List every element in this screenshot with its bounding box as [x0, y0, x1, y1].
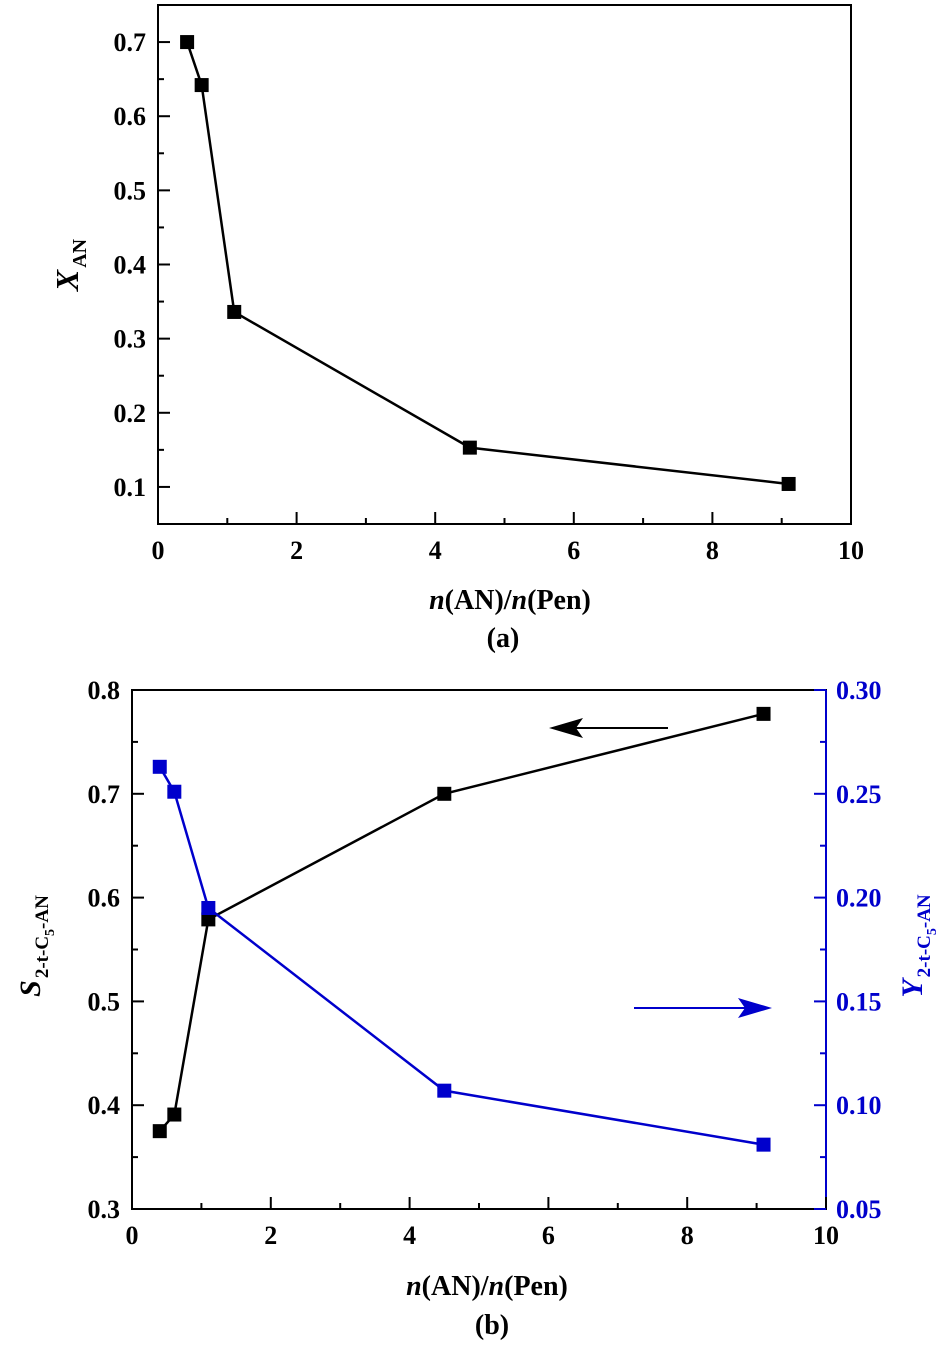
panel-b-selectivity-series-point — [437, 786, 452, 801]
panel-b-selectivity-series-point — [756, 706, 771, 721]
panel-a-y-tick-label: 0.7 — [114, 28, 147, 57]
panel-b-x-tick-label: 10 — [813, 1221, 839, 1250]
panel-a-series-line — [185, 41, 789, 486]
panel-a-x-tick-label: 8 — [706, 536, 719, 565]
panel-b-x-tick-label: 2 — [264, 1221, 277, 1250]
panel-a-series-point — [462, 440, 477, 455]
panel-a-plot-frame — [157, 4, 852, 525]
panel-b-plot-frame — [131, 689, 827, 1210]
panel-a-x-tick-label: 4 — [429, 536, 442, 565]
panel-b-yield-series-point — [167, 784, 182, 799]
panel-a-series-point — [781, 476, 796, 491]
panel-b-left-y-tick-label: 0.7 — [88, 780, 121, 809]
panel-b-selectivity-series-point — [201, 912, 216, 927]
panel-a-y-tick-label: 0.1 — [114, 473, 147, 502]
panel-a-x-tick-label: 10 — [838, 536, 864, 565]
panel-b-x-tick-label: 8 — [681, 1221, 694, 1250]
panel-b-series — [152, 706, 771, 1152]
panel-a-y-axis-label: XAN — [49, 238, 91, 292]
panel-b-yield-series-point — [201, 900, 216, 915]
panel-b-right-y-axis: 0.05 0.10 0.15 0.20 0.25 0.30 — [814, 676, 882, 1224]
arrow-to-left-axis — [549, 718, 668, 738]
panel-a-series-point — [180, 35, 195, 50]
panel-b-selectivity-series-point — [152, 1124, 167, 1139]
panel-a-y-tick-label: 0.4 — [114, 251, 147, 280]
panel-a-series-point — [194, 78, 209, 93]
panel-b-right-y-tick-label: 0.30 — [836, 676, 882, 705]
panel-b: 0 2 4 6 8 10 0.30.40.50.60.70.8 0.050.100.150… — [14, 676, 940, 1341]
panel-a-y-tick-label: 0.6 — [114, 102, 147, 131]
panel-b-left-y-tick-label: 0.5 — [88, 987, 121, 1016]
panel-b-yield-series-point — [756, 1137, 771, 1152]
panel-b-x-axis: 0 2 4 6 8 10 — [126, 1197, 839, 1250]
panel-b-selectivity-series-point — [167, 1107, 182, 1122]
panel-a-x-tick-label: 0 — [152, 536, 165, 565]
panel-a-y-tick-label: 0.3 — [114, 325, 147, 354]
panel-b-right-y-tick-label: 0.20 — [836, 884, 882, 913]
panel-b-left-y-axis: 0.3 0.4 0.5 0.6 0.7 0.8 — [88, 676, 144, 1224]
panel-b-x-tick-label: 4 — [403, 1221, 416, 1250]
panel-b-right-y-tick-label: 0.25 — [836, 780, 882, 809]
panel-b-left-y-tick-label: 0.4 — [88, 1091, 121, 1120]
panel-b-x-axis-label: n(AN)/n(Pen) — [406, 1271, 568, 1302]
panel-a-series-point — [227, 304, 242, 319]
panel-b-left-y-tick-label: 0.3 — [88, 1195, 121, 1224]
panel-b-right-y-tick-label: 0.10 — [836, 1091, 882, 1120]
panel-a-caption: (a) — [487, 623, 520, 654]
panel-b-yield-series-line — [158, 766, 764, 1146]
panel-a-y-tick-label: 0.5 — [114, 176, 147, 205]
panel-a-x-tick-label: 6 — [567, 536, 580, 565]
panel-b-right-y-tick-label: 0.05 — [836, 1195, 882, 1224]
panel-a-x-axis: 0 2 4 6 8 10 — [152, 512, 864, 565]
panel-a-x-axis-label: n(AN)/n(Pen) — [429, 585, 591, 616]
arrow-to-right-axis — [634, 998, 772, 1018]
panel-b-x-tick-label: 6 — [542, 1221, 555, 1250]
panel-a: 0 2 4 6 8 10 0.1 0.2 0.3 0.4 0.5 0.6 0.7 XAN n(AN)/… — [49, 4, 864, 654]
panel-b-caption: (b) — [475, 1310, 509, 1341]
panel-b-yield-series-point — [152, 759, 167, 774]
panel-a-x-tick-label: 2 — [290, 536, 303, 565]
panel-a-y-tick-label: 0.2 — [114, 399, 147, 428]
panel-a-series — [180, 35, 796, 491]
panel-b-left-y-tick-label: 0.8 — [88, 676, 121, 705]
panel-b-right-y-tick-label: 0.15 — [836, 987, 882, 1016]
panel-b-x-tick-label: 0 — [126, 1221, 139, 1250]
panel-b-left-y-tick-label: 0.6 — [88, 884, 121, 913]
panel-a-y-axis: 0.1 0.2 0.3 0.4 0.5 0.6 0.7 — [114, 4, 170, 525]
panel-b-left-y-axis-label: S2-t-C5-AN — [14, 895, 58, 997]
panel-b-right-y-axis-label: Y2-t-C5-AN — [896, 894, 940, 998]
panel-b-selectivity-series-line — [158, 712, 764, 1132]
panel-b-yield-series-point — [437, 1083, 452, 1098]
